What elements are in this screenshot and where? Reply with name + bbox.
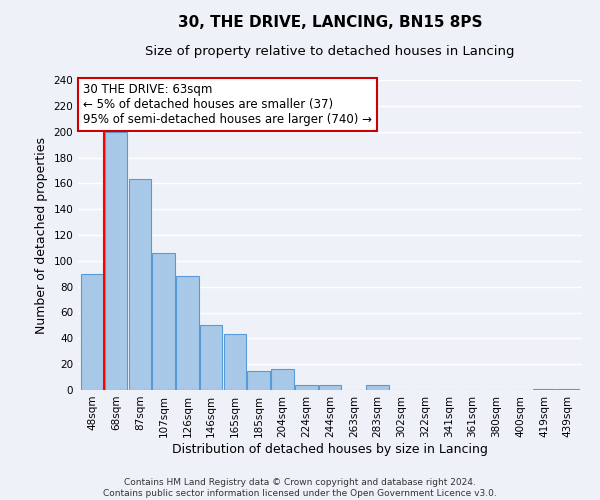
Bar [556,388,579,390]
Text: Size of property relative to detached houses in Lancing: Size of property relative to detached ho… [145,45,515,58]
Y-axis label: Number of detached properties: Number of detached properties [35,136,48,334]
Bar [176,276,199,390]
X-axis label: Distribution of detached houses by size in Lancing: Distribution of detached houses by size … [172,442,488,456]
Bar [81,274,104,390]
Bar [152,253,175,390]
Text: 30, THE DRIVE, LANCING, BN15 8PS: 30, THE DRIVE, LANCING, BN15 8PS [178,15,482,30]
Bar [128,180,151,390]
Bar [366,385,389,390]
Bar [200,326,223,390]
Bar [247,370,270,390]
Bar [271,370,294,390]
Bar [319,385,341,390]
Text: 30 THE DRIVE: 63sqm
← 5% of detached houses are smaller (37)
95% of semi-detache: 30 THE DRIVE: 63sqm ← 5% of detached hou… [83,83,372,126]
Bar [533,388,555,390]
Bar [105,132,127,390]
Text: Contains HM Land Registry data © Crown copyright and database right 2024.
Contai: Contains HM Land Registry data © Crown c… [103,478,497,498]
Bar [224,334,246,390]
Bar [295,385,317,390]
